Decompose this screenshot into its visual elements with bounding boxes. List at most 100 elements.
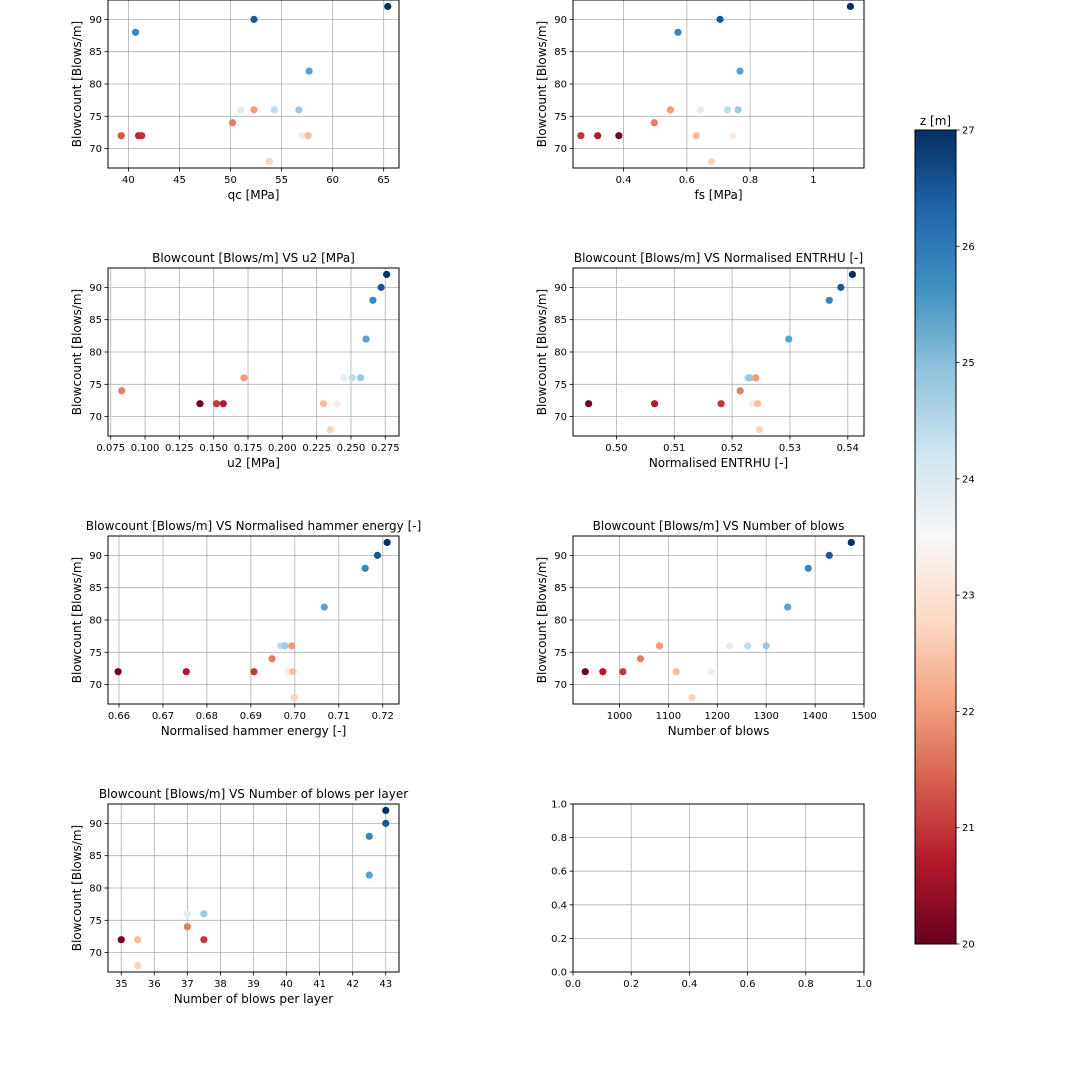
y-tick-label: 75: [554, 380, 567, 391]
data-point: [707, 157, 716, 166]
x-tick-label: 38: [214, 979, 227, 990]
data-point: [265, 157, 273, 166]
data-point: [674, 28, 682, 36]
data-point: [716, 15, 724, 23]
colorbar-tick-label: 26: [962, 242, 975, 253]
x-tick-label: 1: [810, 175, 816, 186]
y-tick-label: 75: [89, 112, 102, 123]
y-tick-label: 75: [89, 648, 102, 659]
x-tick-label: 0.175: [234, 443, 263, 454]
data-point: [304, 132, 312, 140]
colorbar-tick-label: 27: [962, 126, 975, 137]
x-tick-label: 0.68: [196, 711, 218, 722]
x-tick-label: 39: [247, 979, 260, 990]
data-point: [736, 387, 744, 395]
data-point: [319, 400, 328, 408]
data-point: [138, 132, 146, 140]
data-point: [382, 806, 390, 815]
x-tick-label: 1300: [753, 711, 778, 722]
y-axis-label: Blowcount [Blows/m]: [70, 557, 84, 683]
data-point: [240, 374, 248, 382]
data-point: [289, 668, 297, 676]
y-axis-label: Blowcount [Blows/m]: [535, 289, 549, 415]
x-tick-label: 40: [280, 979, 293, 990]
data-point: [825, 551, 833, 559]
y-tick-label: 0.8: [551, 833, 567, 844]
data-point: [846, 2, 854, 11]
y-tick-label: 90: [89, 283, 102, 294]
data-point: [365, 871, 373, 879]
colorbar-tick-label: 23: [962, 591, 975, 602]
x-tick-label: 0.6: [679, 175, 695, 186]
subplot-title: Blowcount [Blows/m] VS Number of blows: [593, 519, 845, 533]
data-point: [672, 668, 680, 676]
x-tick-label: 0.72: [372, 711, 394, 722]
x-tick-label: 0.2: [623, 979, 639, 990]
data-point: [200, 936, 208, 944]
y-tick-label: 90: [554, 551, 567, 562]
subplot-6: 1000 1100 1200 1300 1400 1500 70 75 80 85 90 Number…: [535, 519, 877, 738]
data-point: [134, 961, 142, 970]
y-tick-label: 85: [554, 315, 567, 326]
colorbar-tick-label: 25: [962, 358, 975, 369]
x-tick-label: 0.250: [337, 443, 366, 454]
x-tick-label: 45: [173, 175, 186, 186]
x-tick-label: 0.0: [565, 979, 581, 990]
data-point: [369, 296, 377, 304]
data-point: [599, 668, 607, 676]
data-point: [784, 603, 792, 611]
data-point: [736, 67, 744, 75]
y-tick-label: 70: [89, 144, 102, 155]
x-tick-label: 37: [181, 979, 194, 990]
data-point: [707, 668, 716, 676]
x-tick-label: 0.150: [199, 443, 228, 454]
y-tick-label: 70: [89, 680, 102, 691]
data-point: [183, 910, 191, 918]
x-tick-label: 40: [122, 175, 135, 186]
data-point: [237, 106, 245, 114]
data-point: [288, 642, 296, 650]
subplot-7: 35 36 37 38 39 40 41 42 43 70 75 80 85 90 Number of bl…: [70, 787, 408, 1006]
x-axis-label: Normalised hammer energy [-]: [161, 724, 347, 738]
data-point: [577, 132, 585, 140]
data-point: [183, 923, 191, 931]
x-tick-label: 0.54: [837, 443, 859, 454]
y-tick-label: 0.0: [551, 968, 567, 979]
y-tick-label: 0.4: [551, 900, 567, 911]
y-tick-label: 75: [89, 916, 102, 927]
x-tick-label: 0.200: [268, 443, 297, 454]
y-tick-label: 80: [89, 348, 102, 359]
x-tick-label: 50: [224, 175, 237, 186]
data-point: [212, 400, 221, 408]
data-point: [320, 603, 328, 611]
y-tick-label: 80: [554, 348, 567, 359]
data-point: [340, 374, 348, 382]
data-point: [114, 668, 122, 676]
data-point: [755, 425, 763, 434]
y-axis-label: Blowcount [Blows/m]: [535, 557, 549, 683]
x-tick-label: 0.225: [302, 443, 331, 454]
y-tick-label: 70: [89, 948, 102, 959]
y-tick-label: 1.0: [551, 800, 567, 811]
x-tick-label: 60: [326, 175, 339, 186]
data-point: [383, 270, 391, 279]
data-point: [752, 374, 760, 382]
x-tick-label: 0.67: [152, 711, 174, 722]
x-tick-label: 0.71: [328, 711, 350, 722]
x-tick-label: 65: [377, 175, 390, 186]
data-point: [650, 119, 658, 127]
colorbar-tick-label: 20: [962, 940, 975, 951]
x-tick-label: 0.51: [663, 443, 685, 454]
data-point: [250, 668, 258, 676]
data-point: [666, 106, 675, 114]
colorbar-label: z [m]: [920, 114, 951, 128]
data-point: [365, 832, 373, 840]
y-axis-label: Blowcount [Blows/m]: [70, 825, 84, 951]
data-point: [688, 693, 696, 702]
x-tick-label: 0.8: [798, 979, 814, 990]
y-tick-label: 85: [89, 47, 102, 58]
y-tick-label: 90: [89, 819, 102, 830]
y-tick-label: 85: [89, 583, 102, 594]
y-tick-label: 90: [554, 15, 567, 26]
data-point: [384, 2, 392, 11]
